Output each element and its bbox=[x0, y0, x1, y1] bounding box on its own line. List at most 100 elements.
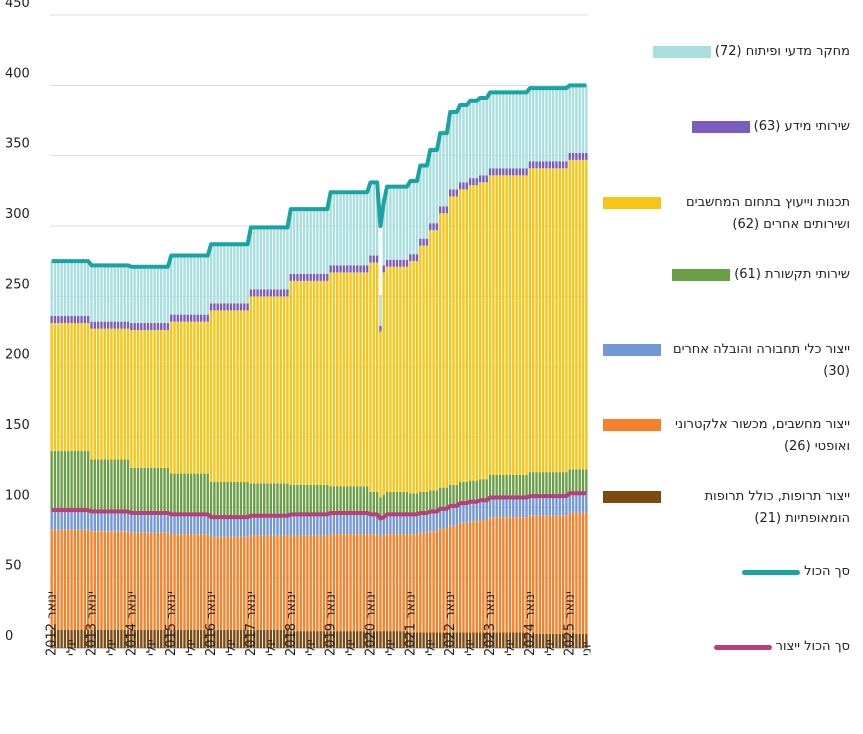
bar-segment bbox=[452, 189, 455, 197]
bar-segment bbox=[233, 629, 236, 648]
bar-segment bbox=[505, 517, 508, 633]
bar-segment bbox=[528, 496, 532, 516]
bar-segment bbox=[442, 508, 445, 529]
bar-segment bbox=[332, 512, 336, 535]
legend-label: מחקר מדעי ופיתוח (72) bbox=[714, 44, 850, 59]
bar-segment bbox=[365, 534, 369, 632]
bar-segment bbox=[439, 133, 442, 207]
bar-segment bbox=[223, 244, 226, 304]
bar-segment bbox=[103, 321, 106, 329]
bar-segment bbox=[296, 514, 299, 536]
x-tick-label: יולי bbox=[543, 639, 558, 656]
bar-segment bbox=[312, 514, 316, 536]
bar-segment bbox=[196, 629, 199, 648]
bar-segment bbox=[435, 632, 439, 648]
bar-segment bbox=[349, 486, 352, 513]
bar-segment bbox=[73, 529, 77, 630]
bar-segment bbox=[425, 491, 429, 513]
bar-segment bbox=[395, 491, 399, 515]
bar-segment bbox=[272, 483, 276, 516]
bar-segment bbox=[495, 497, 498, 518]
x-tick-label: ינואר 2015 bbox=[164, 591, 179, 656]
bar-segment bbox=[90, 459, 93, 512]
bar-segment bbox=[359, 192, 362, 266]
legend-label: שירותי מידע (63) bbox=[753, 119, 850, 134]
bar-segment bbox=[485, 479, 488, 501]
legend-swatch bbox=[603, 491, 661, 503]
bar-segment bbox=[389, 631, 392, 648]
bar-segment bbox=[585, 633, 588, 648]
bar-segment bbox=[209, 629, 213, 648]
bar-segment bbox=[336, 534, 339, 632]
bar-segment bbox=[173, 255, 176, 315]
x-tick-label: ינואר 2019 bbox=[324, 591, 339, 656]
bar-segment bbox=[485, 632, 488, 648]
bar-segment bbox=[253, 515, 256, 536]
x-tick-label: ינואר 2022 bbox=[443, 591, 458, 656]
bar-segment bbox=[329, 272, 332, 487]
x-tick-label: יולי bbox=[224, 639, 239, 656]
bar-segment bbox=[170, 321, 173, 474]
bar-segment bbox=[189, 629, 193, 648]
bar-segment bbox=[219, 482, 223, 518]
bar-segment bbox=[276, 629, 279, 648]
bar-segment bbox=[558, 472, 561, 497]
bar-segment bbox=[445, 632, 449, 648]
bar-segment bbox=[565, 633, 568, 648]
bar-segment bbox=[502, 92, 505, 169]
bar-segment bbox=[209, 536, 213, 630]
bar-segment bbox=[405, 186, 409, 260]
bar-segment bbox=[468, 480, 472, 502]
bar-segment bbox=[196, 255, 199, 315]
bar-segment bbox=[575, 85, 578, 153]
bar-segment bbox=[568, 512, 571, 634]
bar-segment bbox=[551, 472, 555, 497]
bar-segment bbox=[346, 631, 349, 648]
bar-segment bbox=[551, 168, 555, 473]
bar-segment bbox=[67, 316, 70, 324]
bar-segment bbox=[488, 168, 492, 176]
bar-segment bbox=[578, 85, 581, 153]
bar-segment bbox=[522, 474, 525, 498]
bar-segment bbox=[249, 515, 253, 536]
bar-segment bbox=[269, 629, 273, 648]
bar-segment bbox=[160, 532, 163, 630]
bar-segment bbox=[558, 633, 561, 648]
bar-segment bbox=[143, 512, 146, 533]
bar-segment bbox=[73, 261, 77, 317]
bar-segment bbox=[63, 451, 67, 511]
bar-segment bbox=[309, 514, 312, 536]
bar-segment bbox=[512, 632, 515, 648]
bar-segment bbox=[458, 503, 462, 523]
bar-segment bbox=[110, 459, 113, 512]
bar-segment bbox=[339, 486, 342, 513]
bar-segment bbox=[475, 501, 478, 522]
bar-segment bbox=[259, 289, 263, 297]
bar-segment bbox=[375, 534, 379, 632]
bar-segment bbox=[332, 272, 336, 487]
bar-segment bbox=[462, 105, 465, 183]
bar-segment bbox=[458, 189, 462, 483]
bar-segment bbox=[223, 536, 226, 630]
bar-segment bbox=[176, 255, 180, 315]
bar-segment bbox=[223, 310, 226, 483]
bar-segment bbox=[259, 296, 263, 484]
bar-segment bbox=[359, 265, 362, 273]
bar-segment bbox=[253, 483, 256, 516]
bar-segment bbox=[548, 88, 552, 162]
bar-segment bbox=[342, 512, 346, 535]
bar-segment bbox=[80, 316, 83, 324]
bar-segment bbox=[163, 512, 166, 533]
bar-segment bbox=[246, 244, 249, 304]
bar-segment bbox=[186, 321, 190, 474]
bar-segment bbox=[518, 175, 522, 475]
bar-segment bbox=[458, 632, 462, 648]
bar-segment bbox=[439, 632, 442, 648]
bar-segment bbox=[233, 244, 236, 304]
bar-segment bbox=[425, 165, 429, 239]
bar-segment bbox=[63, 323, 67, 452]
bar-segment bbox=[196, 514, 199, 535]
bar-segment bbox=[585, 469, 588, 494]
legend-swatch bbox=[691, 121, 750, 133]
bar-segment bbox=[140, 467, 143, 513]
